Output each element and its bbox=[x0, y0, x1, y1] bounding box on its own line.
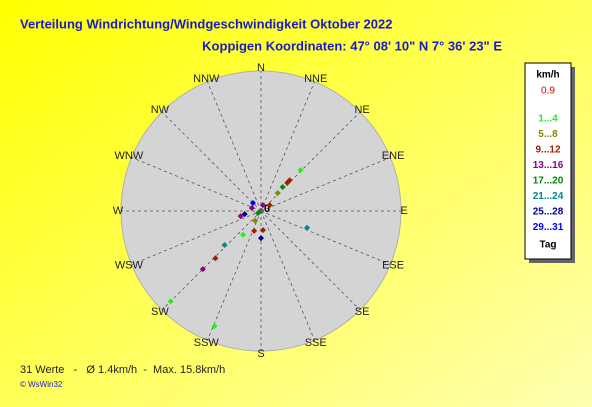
direction-label: ESE bbox=[382, 260, 404, 272]
point bbox=[221, 242, 228, 249]
chart-subtitle: Koppigen Koordinaten: 47° 08' 10" N 7° 3… bbox=[202, 38, 502, 53]
point bbox=[211, 323, 218, 330]
direction-label: NNE bbox=[304, 73, 327, 85]
point bbox=[249, 199, 256, 206]
point bbox=[248, 205, 255, 212]
legend-title: km/h bbox=[536, 70, 559, 81]
point bbox=[284, 179, 291, 186]
point bbox=[167, 298, 174, 305]
spoke bbox=[260, 210, 361, 311]
legend-box bbox=[524, 62, 572, 260]
direction-label: S bbox=[257, 348, 264, 360]
legend-label: 5...8 bbox=[538, 129, 558, 140]
legend-label: 25...28 bbox=[533, 207, 564, 218]
point bbox=[258, 235, 264, 242]
point bbox=[199, 266, 206, 273]
direction-label: SE bbox=[355, 306, 370, 318]
center-label: 0 bbox=[264, 203, 270, 215]
legend-label: 13...16 bbox=[533, 160, 564, 171]
direction-label: W bbox=[113, 205, 124, 217]
direction-label: WSW bbox=[115, 260, 144, 272]
calm-value: 0.9 bbox=[541, 86, 555, 97]
footer: 31 Werte - Ø 1.4km/h - Max. 15.8km/h bbox=[20, 364, 225, 376]
legend-label: 21...24 bbox=[533, 191, 564, 202]
legend-label: 1...4 bbox=[538, 114, 558, 125]
legend-label: 9...12 bbox=[535, 145, 560, 156]
spoke bbox=[207, 81, 262, 212]
direction-label: NW bbox=[151, 104, 170, 116]
spoke bbox=[260, 210, 391, 265]
point bbox=[279, 183, 286, 190]
direction-label: SSE bbox=[305, 337, 327, 349]
point bbox=[251, 227, 258, 234]
direction-label: NNW bbox=[193, 73, 220, 85]
point bbox=[274, 190, 281, 197]
point bbox=[297, 167, 304, 174]
spoke bbox=[161, 111, 262, 212]
point bbox=[304, 224, 311, 231]
chart-title: Verteilung Windrichtung/Windgeschwindigk… bbox=[20, 16, 392, 31]
point bbox=[260, 227, 267, 234]
spoke bbox=[260, 210, 315, 341]
legend-label: 17...20 bbox=[533, 176, 564, 187]
direction-label: ENE bbox=[382, 150, 405, 162]
spoke bbox=[131, 157, 262, 212]
spoke bbox=[207, 210, 262, 341]
point bbox=[255, 209, 262, 216]
legend-label: 29...31 bbox=[533, 222, 564, 233]
point bbox=[212, 255, 219, 262]
direction-label: N bbox=[257, 62, 265, 74]
direction-label: WNW bbox=[115, 150, 144, 162]
spoke bbox=[260, 157, 391, 212]
direction-label: SSW bbox=[194, 337, 220, 349]
legend-footer: Tag bbox=[539, 240, 556, 251]
credit: © WsWin32 bbox=[20, 380, 63, 389]
point bbox=[241, 211, 248, 218]
direction-label: SW bbox=[151, 306, 169, 318]
spoke bbox=[131, 210, 262, 265]
spoke bbox=[260, 111, 361, 212]
point bbox=[252, 217, 259, 224]
spoke bbox=[161, 210, 262, 311]
point bbox=[266, 202, 273, 209]
spoke bbox=[260, 81, 315, 212]
point bbox=[259, 202, 266, 209]
point bbox=[240, 231, 247, 238]
direction-label: NE bbox=[354, 104, 369, 116]
direction-label: E bbox=[400, 205, 407, 217]
